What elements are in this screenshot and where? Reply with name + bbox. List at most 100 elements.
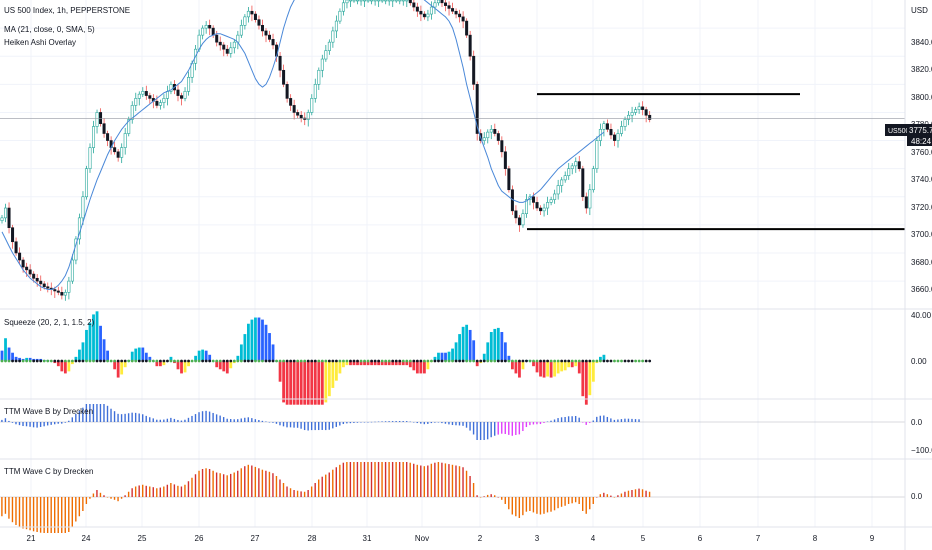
candle-body (88, 147, 92, 169)
wave-c-bar (574, 497, 577, 503)
squeeze-bar (542, 361, 546, 378)
squeeze-bar (560, 361, 564, 372)
candle-body (187, 77, 191, 92)
wave-b-bar (64, 422, 66, 423)
squeeze-dot (218, 359, 222, 363)
squeeze-bar (11, 352, 14, 361)
candle-body (553, 193, 557, 200)
candle-body (630, 112, 634, 116)
squeeze-bar (493, 328, 497, 361)
wave-b-bar (289, 422, 292, 428)
wave-c-bar (564, 497, 566, 506)
wave-b-bar (592, 420, 594, 422)
wave-b-bar (25, 422, 28, 427)
candle-body (4, 207, 8, 219)
squeeze-dot (532, 359, 535, 363)
candle-body (28, 269, 32, 275)
wave-b-label[interactable]: TTM Wave B by Drecken (4, 407, 93, 416)
wave-b-bar (134, 412, 137, 422)
candle-body (324, 50, 328, 60)
wave-b-bar (448, 422, 450, 425)
wave-c-bar (32, 497, 35, 532)
wave-b-bar (321, 422, 323, 430)
wave-c-bar (571, 497, 573, 504)
squeeze-dot (211, 359, 215, 363)
wave-c-bar (522, 497, 524, 516)
candle-body (317, 69, 321, 85)
chart-title[interactable]: US 500 Index, 1h, PEPPERSTONE (4, 6, 130, 15)
wave-b-bar (187, 417, 190, 422)
wave-b-bar (479, 422, 482, 440)
candle-body (542, 207, 546, 212)
wave-b-bar (381, 421, 383, 422)
squeeze-bar (137, 347, 141, 361)
wave-c-bar (497, 497, 499, 498)
squeeze-dot (85, 359, 88, 363)
squeeze-dot (370, 359, 373, 363)
time-axis[interactable]: 21 24 25 26 27 28 31 Nov 2 3 4 5 6 7 8 9 (27, 534, 875, 543)
candle-body (260, 24, 264, 32)
squeeze-dot (250, 359, 254, 363)
squeeze-bar (63, 361, 67, 374)
squeeze-bar (81, 342, 85, 361)
squeeze-dot (423, 359, 426, 363)
squeeze-bar (310, 361, 314, 405)
wave-c-bar (582, 497, 584, 511)
squeeze-dot (271, 359, 275, 363)
ma-indicator-label[interactable]: MA (21, close, 0, SMA, 5) (4, 25, 95, 34)
squeeze-dot (327, 359, 331, 363)
price-candles[interactable] (0, 0, 652, 301)
wave-c-bar (208, 469, 211, 497)
wave-b-bar (518, 422, 521, 435)
price-axis[interactable]: 3840.0 3820.0 3800.0 3780.0 3760.0 3740.… (911, 38, 932, 294)
candle-body (500, 140, 504, 153)
squeeze-dot (539, 359, 542, 363)
candle-body (532, 196, 536, 203)
candle-body (433, 2, 437, 8)
candle-body (627, 114, 631, 120)
wave-c-bar (476, 495, 478, 497)
squeeze-dot (468, 359, 472, 363)
squeeze-bar (278, 361, 282, 382)
squeeze-dot (401, 359, 405, 363)
wave-c-bar (4, 497, 7, 514)
candle-body (563, 175, 567, 181)
wave-c-bar (409, 462, 411, 497)
candle-body (158, 102, 162, 106)
wave-c-bar (25, 497, 28, 530)
candle-body (394, 0, 398, 2)
candle-body (472, 55, 476, 85)
wave-c-bar (420, 465, 422, 497)
wave-b-bar (261, 420, 264, 422)
squeeze-dot (641, 359, 645, 363)
squeeze-dot (162, 359, 166, 363)
squeeze-bar (306, 361, 310, 405)
candle-body (581, 168, 585, 198)
squeeze-dot (359, 359, 363, 363)
heiken-ashi-label[interactable]: Heiken Ashi Overlay (4, 38, 76, 47)
squeeze-dot (518, 359, 521, 363)
squeeze-label[interactable]: Squeeze (20, 2, 1, 1.5, 2) (4, 318, 95, 327)
wave-c-label[interactable]: TTM Wave C by Drecken (4, 467, 94, 476)
candle-body (567, 168, 571, 176)
squeeze-dot (71, 359, 74, 363)
squeeze-bar (292, 361, 296, 405)
squeeze-dot (405, 359, 409, 363)
candle-body (602, 123, 606, 130)
candle-body (243, 16, 247, 26)
squeeze-dot (306, 359, 310, 363)
squeeze-bar (486, 342, 490, 361)
candle-body (127, 119, 131, 134)
wave-b-bar (75, 413, 77, 422)
wave-b-bar (286, 422, 288, 428)
wave-c-bar (472, 483, 475, 497)
wave-c-bar (638, 488, 640, 497)
candle-body (546, 202, 550, 209)
squeeze-dot (236, 359, 240, 363)
squeeze-dot (197, 359, 201, 363)
squeeze-dot (398, 359, 402, 363)
wave-c-bar (645, 490, 647, 497)
wave-c-histogram (1, 462, 651, 533)
candle-body (454, 10, 458, 15)
